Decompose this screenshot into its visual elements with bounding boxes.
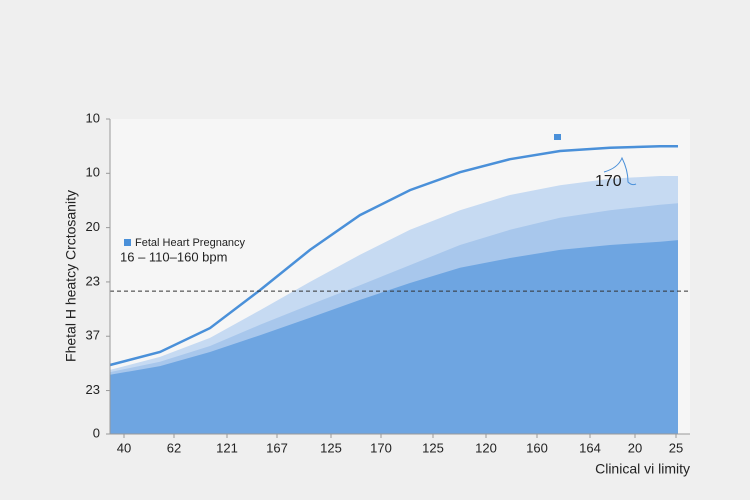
x-tick-label: 40 [117, 440, 131, 455]
legend-label: Fetal Heart Pregnancy [135, 237, 246, 249]
x-tick-label: 170 [370, 440, 392, 455]
y-tick-label: 0 [93, 425, 100, 440]
x-tick-label: 20 [628, 440, 642, 455]
legend-swatch [124, 239, 131, 246]
x-tick-label: 160 [526, 440, 548, 455]
y-tick-label: 20 [86, 219, 100, 234]
x-tick-label: 167 [266, 440, 288, 455]
legend-label: 16 – 110–160 bpm [120, 249, 227, 264]
y-tick-label: 23 [86, 273, 100, 288]
y-axis-label: Fhetal H heatcy Crctosanity [63, 190, 79, 362]
area [110, 240, 678, 434]
y-tick-label: 10 [86, 165, 100, 180]
y-tick-label: 10 [86, 110, 100, 125]
x-tick-label: 125 [422, 440, 444, 455]
x-tick-label: 164 [579, 440, 601, 455]
x-tick-label: 125 [320, 440, 342, 455]
annotation: 170 [595, 173, 622, 190]
x-tick-label: 120 [475, 440, 497, 455]
x-tick-label: 121 [216, 440, 238, 455]
y-tick-label: 23 [86, 382, 100, 397]
x-tick-label: 25 [669, 440, 683, 455]
annotation-arrow [603, 156, 637, 186]
line [109, 144, 678, 367]
marker [554, 134, 561, 140]
y-tick-label: 37 [86, 328, 100, 343]
x-axis-label: Clinical vi limity [595, 461, 690, 477]
x-tick-label: 62 [167, 440, 181, 455]
